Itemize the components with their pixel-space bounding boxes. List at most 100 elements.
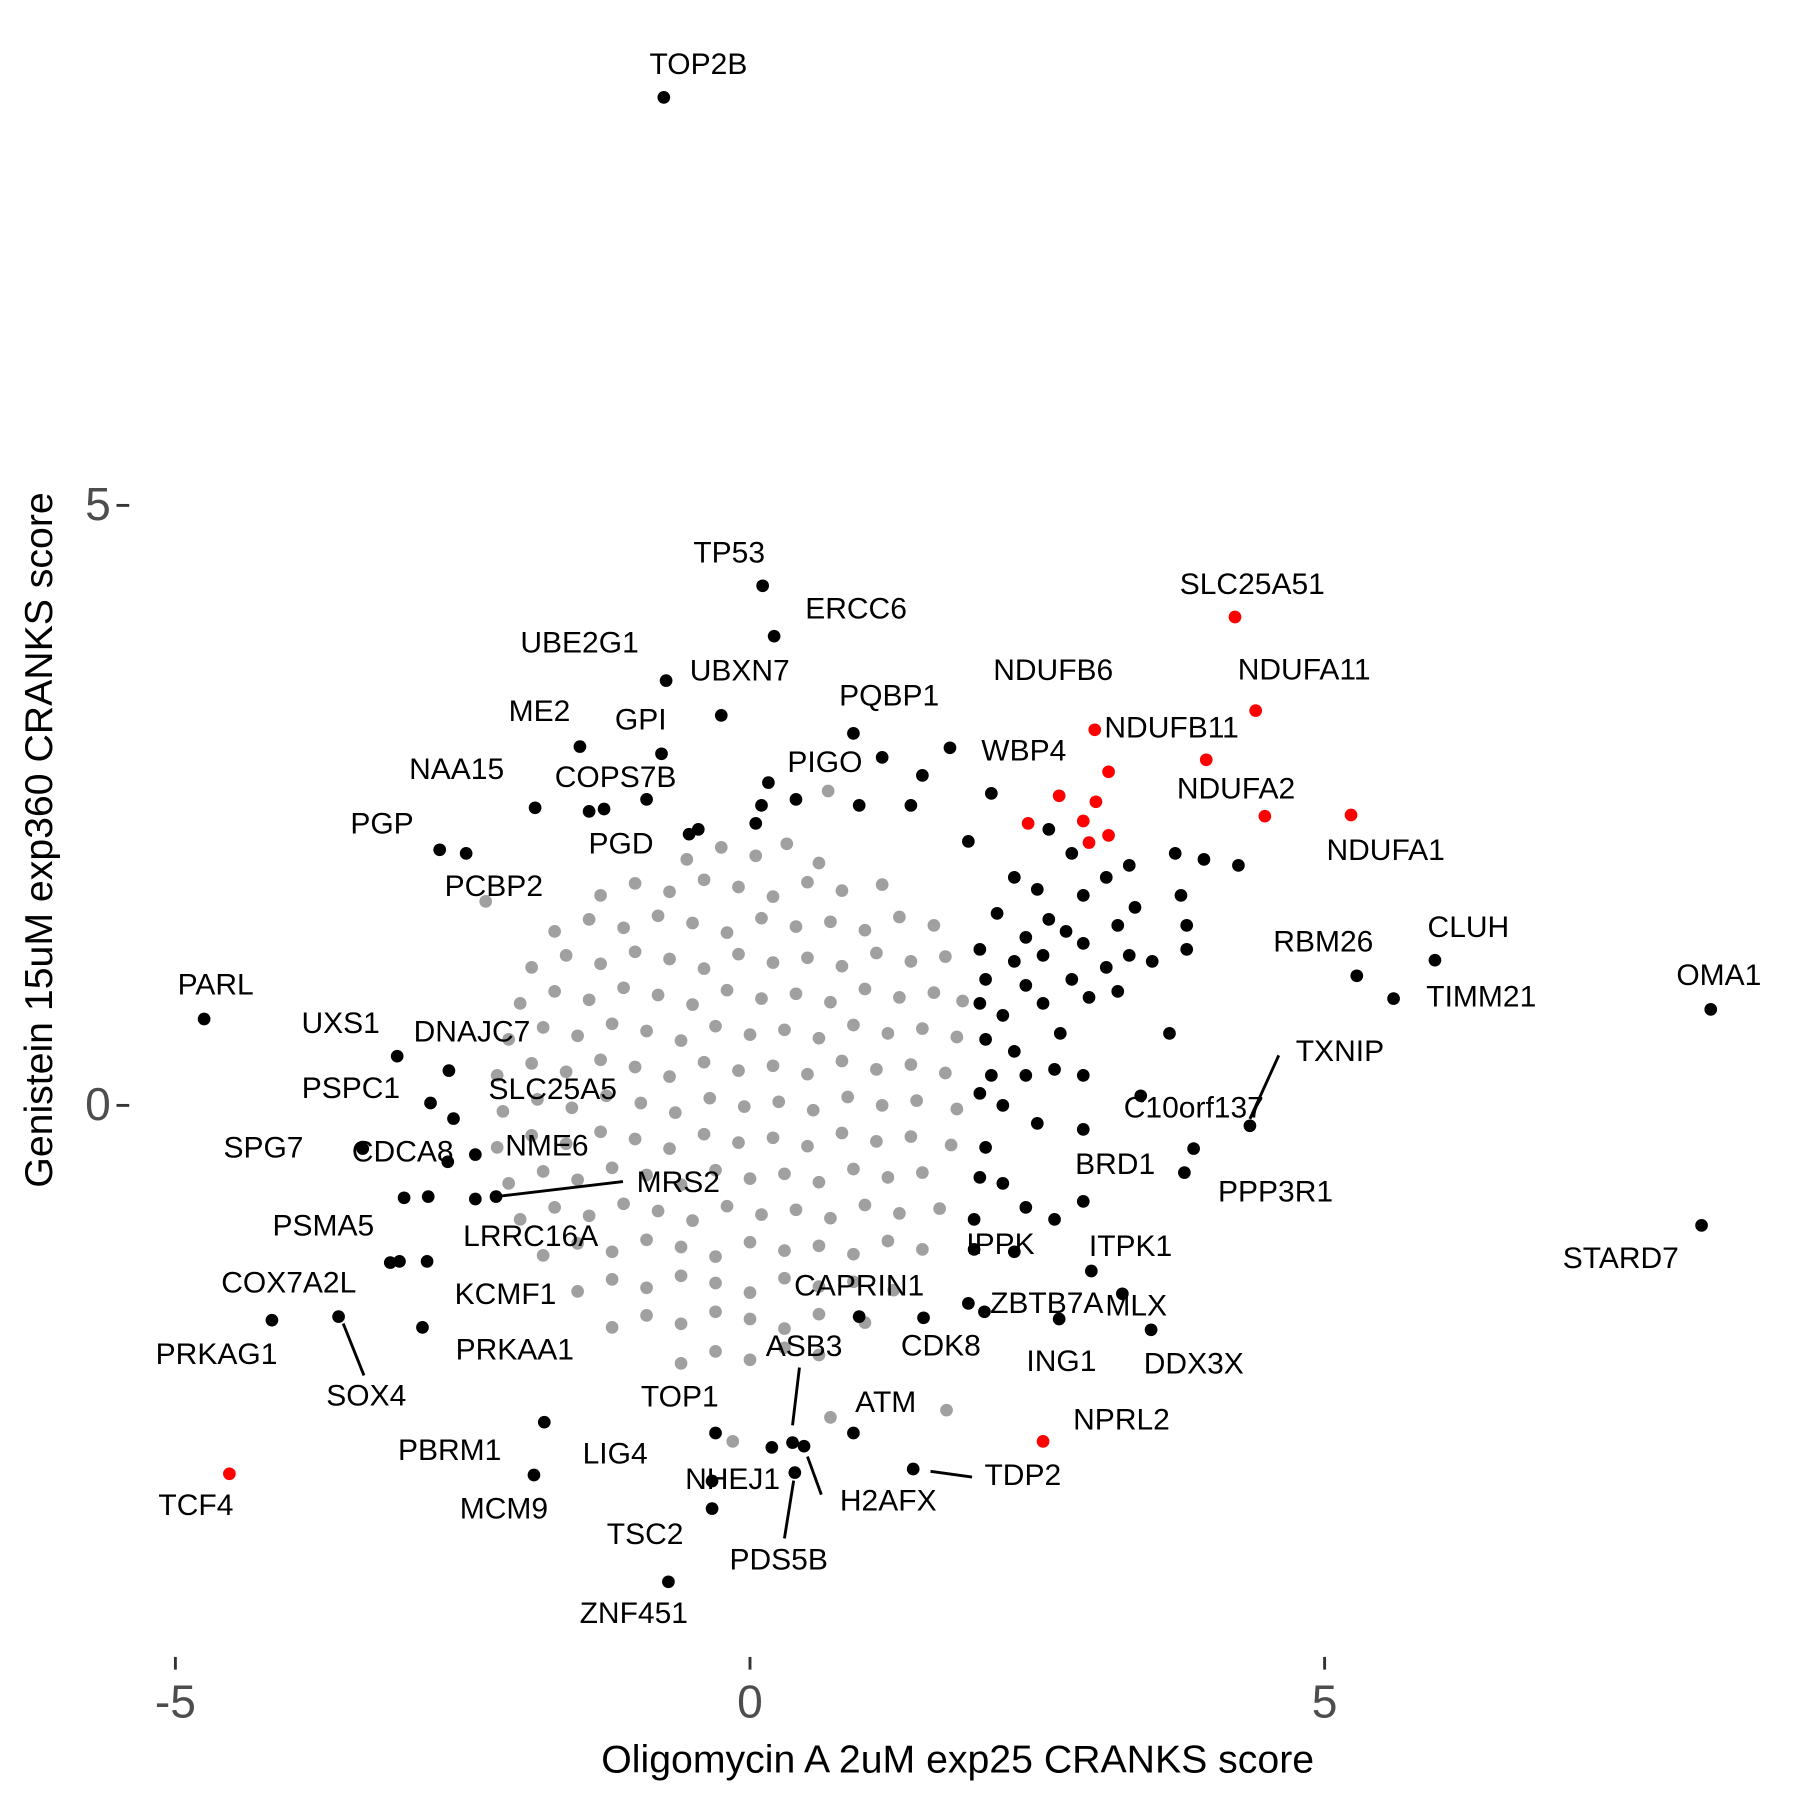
background-point	[824, 1411, 837, 1424]
background-point	[910, 1094, 923, 1107]
background-point	[835, 1126, 849, 1140]
highlight-point	[597, 802, 611, 816]
background-point	[663, 885, 676, 899]
point-label: SPG7	[223, 1132, 303, 1165]
highlight-point	[655, 747, 668, 761]
highlight-point	[789, 793, 803, 806]
highlight-point	[996, 1177, 1010, 1190]
point-label: PBRM1	[398, 1434, 501, 1467]
background-point	[651, 988, 665, 1002]
background-point	[605, 1245, 619, 1259]
background-point	[743, 1312, 757, 1326]
background-point	[858, 923, 872, 937]
highlight-point	[390, 1049, 404, 1063]
background-point	[743, 1235, 757, 1249]
point-label: PPP3R1	[1218, 1175, 1333, 1208]
point-label: NHEJ1	[685, 1463, 780, 1496]
highlight-point	[1695, 1219, 1708, 1232]
highlight-point	[1019, 931, 1033, 944]
background-point	[668, 1106, 682, 1119]
highlight-point	[943, 741, 957, 755]
point-label: TOP1	[641, 1380, 719, 1413]
highlight-point	[904, 799, 918, 812]
highlight-point	[1052, 789, 1066, 803]
highlight-point	[424, 1096, 437, 1110]
background-point	[571, 1285, 584, 1298]
highlight-point	[1036, 997, 1050, 1010]
background-point	[571, 1237, 584, 1250]
background-point	[709, 1163, 722, 1177]
highlight-point	[393, 1255, 406, 1268]
highlight-point	[767, 629, 781, 643]
point-label: STARD7	[1563, 1242, 1679, 1275]
background-point	[950, 1102, 964, 1116]
background-point	[766, 1059, 780, 1073]
highlight-point	[1099, 961, 1113, 974]
background-point	[582, 993, 596, 1007]
highlight-point	[433, 843, 447, 857]
highlight-point	[468, 1148, 482, 1161]
point-label: KCMF1	[455, 1278, 557, 1311]
point-label: NME6	[505, 1130, 588, 1163]
background-point	[824, 1211, 837, 1225]
highlight-point	[1019, 1069, 1033, 1082]
background-point	[709, 1276, 722, 1290]
background-point	[847, 1018, 860, 1032]
background-point	[536, 1249, 550, 1262]
point-label: NDUFA2	[1177, 773, 1295, 806]
background-point	[680, 853, 694, 866]
highlight-point	[756, 579, 769, 593]
highlight-point	[1111, 919, 1125, 932]
background-point	[887, 1283, 900, 1297]
point-label: DNAJC7	[414, 1016, 531, 1049]
background-point	[674, 1317, 688, 1331]
background-point	[709, 1345, 722, 1358]
highlight-point	[582, 805, 596, 818]
background-point	[881, 1234, 895, 1248]
highlight-point	[1704, 1003, 1718, 1016]
background-point	[703, 1091, 717, 1105]
highlight-point	[1076, 1069, 1090, 1082]
background-point	[732, 880, 745, 894]
point-label: PRKAG1	[156, 1338, 278, 1371]
background-point	[605, 1273, 619, 1286]
highlight-point	[1249, 704, 1263, 717]
point-label: PSMA5	[272, 1210, 374, 1243]
background-point	[502, 1033, 516, 1046]
highlight-point	[332, 1310, 345, 1323]
background-point	[778, 1244, 791, 1257]
point-label: NDUFA11	[1238, 653, 1371, 686]
highlight-point	[1059, 925, 1073, 938]
highlight-point	[714, 709, 728, 722]
highlight-point	[916, 769, 929, 782]
background-point	[617, 981, 630, 995]
highlight-point	[1076, 937, 1090, 950]
highlight-point	[1052, 1312, 1066, 1326]
highlight-point	[797, 1439, 811, 1453]
background-point	[881, 1027, 895, 1040]
highlight-point	[1088, 723, 1102, 737]
highlight-point	[1048, 1063, 1061, 1076]
background-point	[841, 1090, 855, 1104]
background-point	[571, 1029, 584, 1043]
point-label: SLC25A5	[489, 1073, 617, 1106]
highlight-point	[527, 1468, 541, 1482]
background-point	[565, 1101, 579, 1115]
background-point	[720, 983, 734, 997]
background-point	[674, 1034, 688, 1047]
highlight-point	[1122, 859, 1136, 872]
highlight-point	[528, 801, 542, 815]
highlight-point	[1076, 1195, 1090, 1208]
background-point	[634, 1096, 648, 1110]
point-label: RBM26	[1273, 925, 1373, 958]
background-point	[525, 1057, 538, 1070]
background-point	[870, 1135, 883, 1148]
highlight-point	[847, 727, 860, 740]
background-point	[749, 849, 763, 863]
background-point	[789, 1203, 803, 1217]
background-point	[743, 1028, 757, 1041]
background-point	[559, 949, 573, 962]
highlight-point	[762, 776, 775, 789]
point-label: TDP2	[984, 1459, 1061, 1492]
point-label: ITPK1	[1089, 1230, 1172, 1263]
